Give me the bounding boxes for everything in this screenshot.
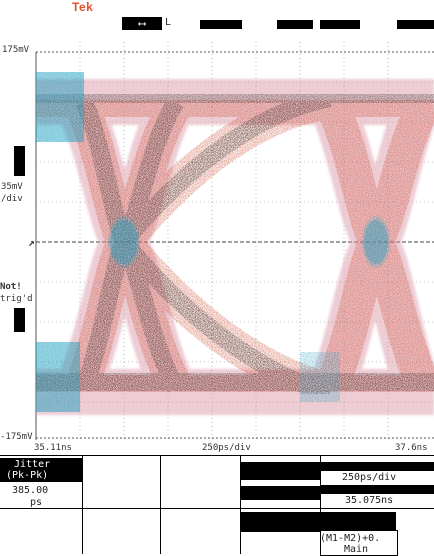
divider — [82, 456, 83, 554]
eye-diagram-plot — [19, 42, 434, 440]
measurement-value: 385.00 — [12, 485, 49, 496]
trigger-status-line1: Not! — [0, 282, 22, 292]
status-block-2 — [277, 20, 313, 29]
horizontal-position-indicator[interactable]: ⟷ — [122, 17, 162, 30]
math-source: Main — [344, 544, 369, 555]
timebase-value-box[interactable] — [320, 470, 434, 486]
position-value: 35.075ns — [345, 495, 394, 506]
bottom-voltage-label: -175mV — [0, 432, 33, 442]
status-block-3 — [320, 20, 360, 29]
math-label: (M1-M2)+0. — [320, 533, 381, 544]
trigger-level-icon[interactable]: ↗ — [28, 236, 35, 249]
divider — [160, 456, 161, 554]
vertical-scale-label: 35mV — [1, 182, 23, 192]
timebase-value: 250ps/div — [342, 472, 397, 483]
measurement-title: Jitter — [14, 459, 51, 470]
time-div-label: 250ps/div — [202, 443, 251, 453]
eye-trace-cyan — [36, 72, 390, 412]
channel-marker-lower[interactable] — [14, 308, 25, 332]
status-block-4 — [397, 20, 434, 29]
tek-logo: Tek — [72, 0, 94, 14]
measurement-header[interactable] — [0, 458, 82, 482]
trigger-status-line2: trig'd — [0, 294, 33, 304]
top-voltage-label: 175mV — [2, 45, 30, 55]
measurement-subtitle: (Pk-Pk) — [6, 470, 49, 481]
time-right-label: 37.6ns — [395, 443, 428, 453]
math-block[interactable] — [240, 512, 396, 532]
channel-marker-upper[interactable] — [14, 146, 25, 176]
double-arrow-icon: ⟷ — [138, 17, 146, 30]
divider — [240, 456, 241, 554]
position-value-box[interactable] — [320, 493, 434, 509]
divider — [0, 508, 434, 509]
status-block-1 — [200, 20, 242, 29]
readout-panel: Jitter (Pk-Pk) 385.00 ps 250ps/div 35.07… — [0, 455, 434, 556]
oscilloscope-display: 175mV 35mV /div ↗ Not! trig'd -175mV — [0, 42, 434, 442]
vertical-scale-unit: /div — [1, 194, 23, 204]
measurement-unit: ps — [30, 497, 43, 508]
channel-indicator-label: L — [165, 17, 172, 28]
eye-trace-cyan-solid — [36, 72, 388, 412]
time-left-label: 35.11ns — [34, 443, 72, 453]
